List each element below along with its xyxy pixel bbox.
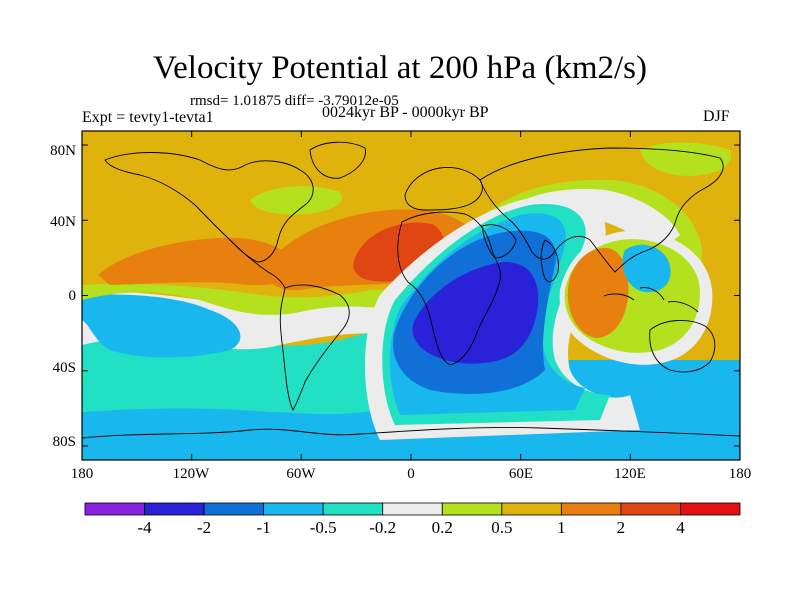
colorbar-label: 0.2 [431,518,453,537]
north-america-coast [104,152,314,263]
lat-label-80s: 80S [52,434,76,450]
colorbar [84,502,741,516]
colorbar-swatch [263,502,324,516]
north-america-green [250,186,343,215]
pacific-orange [98,237,300,286]
colorbar-swatch [322,502,384,516]
contour-field [82,131,740,460]
period-label: 0024kyr BP - 0000kyr BP [322,104,489,121]
colorbar-label: -0.2 [369,518,397,537]
colorbar-label: -2 [196,518,212,537]
map-ticks [81,131,741,460]
colorbar-label: 1 [557,518,566,537]
antarctica-coast [82,427,740,439]
experiment-label: Expt = tevty1-tevta1 [82,109,214,126]
colorbar-swatch [620,502,681,516]
siberia-green [640,142,731,176]
greenland-coast [309,141,366,179]
europe-coast [404,167,483,211]
africa-coast [397,211,501,366]
lat-label-80n: 80N [50,143,76,159]
central-america-coast [231,241,286,289]
colorbar-label: 0.5 [491,518,513,537]
maritime-islands-coast [603,287,699,313]
colorbar-label: -4 [137,518,152,537]
colorbar-swatch [680,502,741,516]
africa-deep-blue [412,262,539,364]
australia-coast [649,320,716,373]
lon-label-60w: 60W [286,466,316,482]
stats-subtitle: rmsd= 1.01875 diff= -3.79012e-05 [190,93,399,109]
lat-label-40n: 40N [50,214,76,230]
coastlines [82,141,740,439]
colorbar-swatch [144,502,205,516]
colorbar-swatch [203,502,265,516]
colorbar-swatch [382,502,443,516]
colorbar-swatch [501,502,562,516]
colorbar-swatch [84,502,145,516]
lon-label-120e: 120E [614,466,646,482]
lon-label-120w: 120W [172,466,210,482]
lon-label-0: 0 [407,466,415,482]
colorbar-label: -0.5 [309,518,337,537]
south-america-coast [279,284,350,411]
plot-title: Velocity Potential at 200 hPa (km2/s) [152,50,648,86]
india-coast [540,239,559,283]
pacific-green [82,283,400,315]
colorbar-swatch [441,502,503,516]
lat-label-0: 0 [68,288,77,304]
lon-label-60e: 60E [508,466,534,482]
lon-label-180w: 180 [70,466,94,482]
colorbar-label: -1 [256,518,271,537]
east-pacific-cyan [82,294,241,358]
colorbar-swatch [560,502,622,516]
arabia-coast [481,224,517,259]
colorbar-label: 2 [616,518,626,537]
season-label: DJF [703,108,730,125]
lon-label-180e: 180 [728,466,752,482]
asia-coast [479,147,724,273]
colorbar-label: 4 [676,518,685,537]
lat-label-40s: 40S [52,360,76,376]
